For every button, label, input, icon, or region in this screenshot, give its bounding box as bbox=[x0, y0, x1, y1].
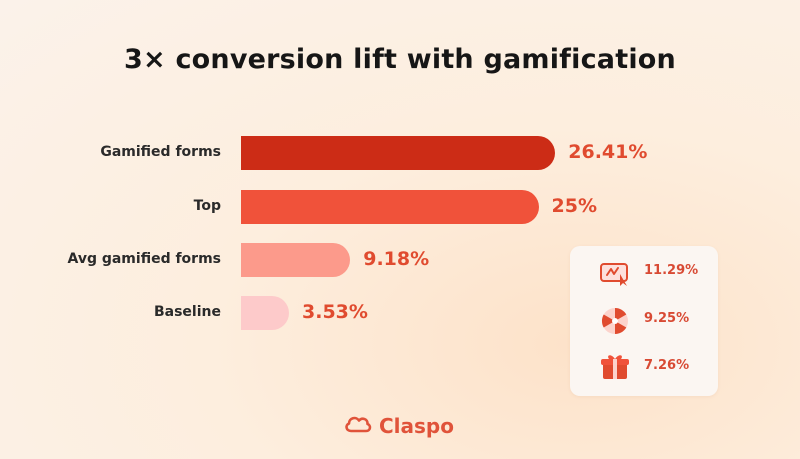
bar-value-label: 3.53% bbox=[302, 301, 368, 323]
bar-value-label: 9.18% bbox=[363, 248, 430, 270]
bar bbox=[241, 296, 289, 330]
side-value-scratch: 11.29% bbox=[644, 263, 699, 278]
category-label: Avg gamified forms bbox=[67, 251, 221, 267]
brand-name: Claspo bbox=[379, 414, 454, 438]
bar-value-label: 26.41% bbox=[568, 141, 648, 163]
side-value-gift: 7.26% bbox=[644, 358, 690, 373]
bar bbox=[241, 190, 539, 224]
brand-logo: Claspo bbox=[343, 414, 454, 438]
side-panel-card: 11.29% 9.25% 7.26% bbox=[570, 246, 718, 396]
spin-wheel-icon bbox=[600, 306, 630, 336]
category-label: Baseline bbox=[153, 304, 221, 320]
chart-title: 3× conversion lift with gamification bbox=[124, 44, 676, 75]
cloud-logo-icon bbox=[343, 414, 373, 438]
bar bbox=[241, 243, 351, 277]
category-label: Top bbox=[193, 198, 221, 214]
category-label: Gamified forms bbox=[100, 144, 221, 160]
side-value-wheel: 9.25% bbox=[644, 311, 690, 326]
scratch-card-icon bbox=[600, 258, 630, 288]
gift-box-icon bbox=[600, 351, 630, 381]
bar-value-label: 25% bbox=[551, 195, 597, 217]
bar bbox=[241, 136, 556, 170]
